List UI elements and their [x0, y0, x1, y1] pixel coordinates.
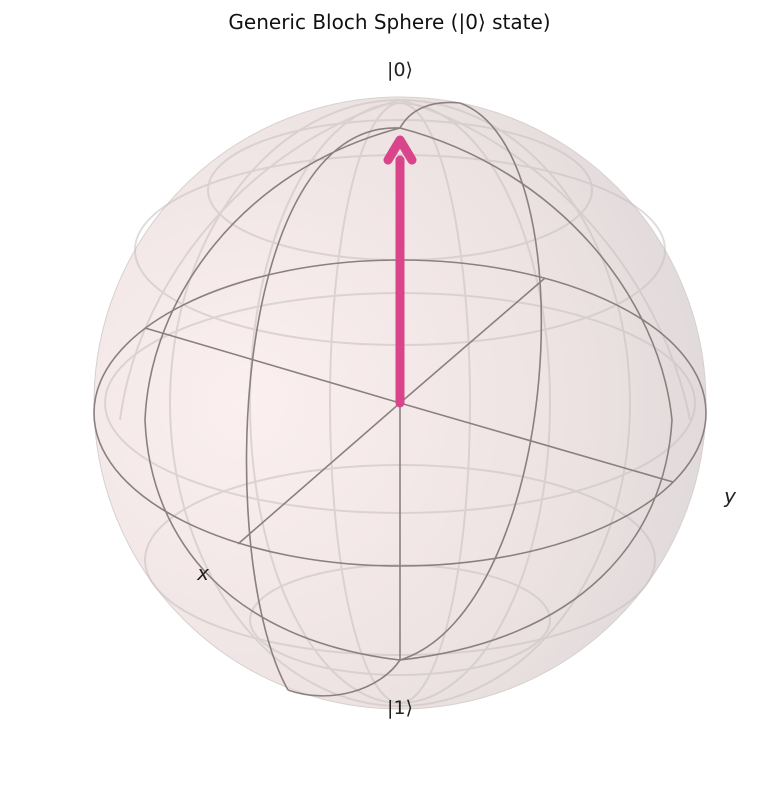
state-vector: [383, 135, 417, 408]
label-x-axis: x: [196, 561, 209, 585]
label-ket-zero: |0⟩: [387, 59, 413, 81]
diagram-title: Generic Bloch Sphere (|0⟩ state): [228, 10, 551, 34]
label-y-axis: y: [723, 484, 737, 508]
label-ket-one: |1⟩: [387, 697, 413, 719]
front-grid-lines: [93, 101, 707, 697]
